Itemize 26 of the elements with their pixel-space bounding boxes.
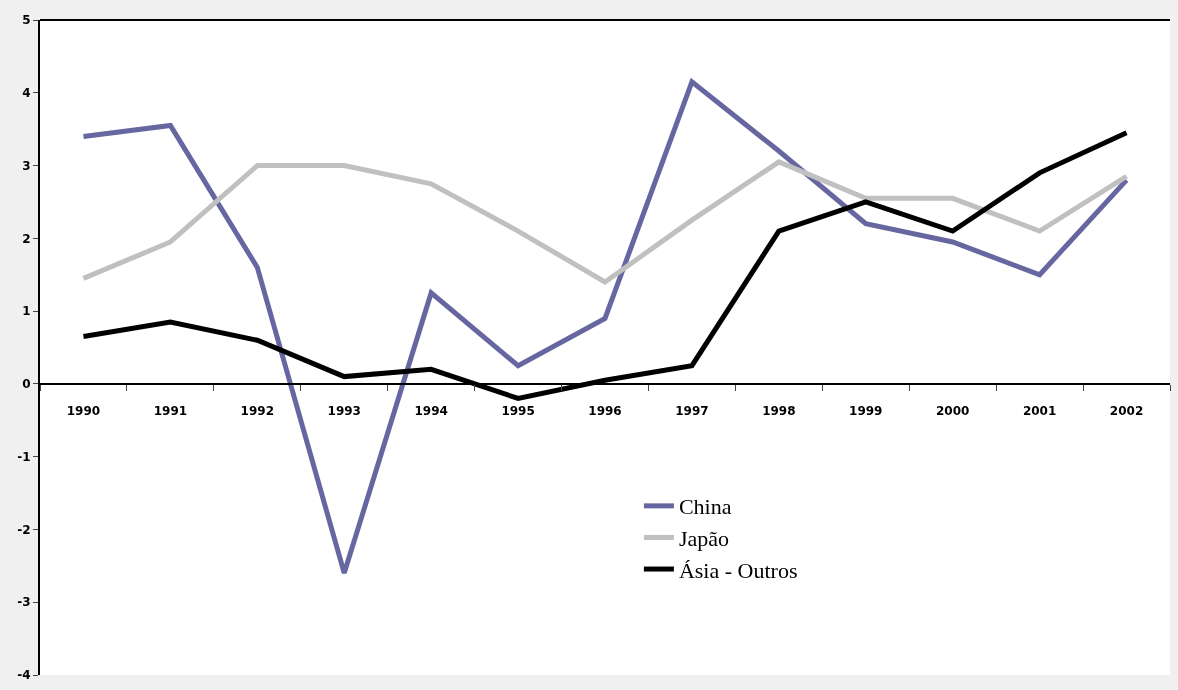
x-tick-label: 1993 bbox=[327, 404, 361, 419]
x-tick-label: 1996 bbox=[588, 404, 622, 419]
x-tick-label: 1992 bbox=[240, 404, 275, 419]
y-tick-label: -3 bbox=[17, 595, 31, 610]
legend-label: China bbox=[678, 494, 732, 520]
y-tick-label: -4 bbox=[17, 668, 31, 683]
x-tick-label: 1991 bbox=[153, 404, 188, 419]
y-tick-label: 3 bbox=[22, 158, 31, 173]
y-tick-label: -2 bbox=[17, 522, 31, 537]
y-tick-label: 0 bbox=[22, 377, 31, 392]
x-tick-label: 1995 bbox=[501, 404, 535, 419]
x-tick-label: 2001 bbox=[1022, 404, 1057, 419]
y-tick-label: -1 bbox=[17, 449, 31, 464]
x-tick-label: 1999 bbox=[849, 404, 883, 419]
x-tick-label: 2002 bbox=[1109, 404, 1144, 419]
y-tick-label: 4 bbox=[22, 85, 31, 100]
legend-label: Japão bbox=[678, 526, 729, 552]
x-tick-label: 1997 bbox=[675, 404, 709, 419]
y-tick-label: 5 bbox=[22, 13, 31, 28]
legend-label: Ásia - Outros bbox=[678, 557, 798, 583]
x-tick-label: 1990 bbox=[66, 404, 101, 419]
y-tick-label: 2 bbox=[22, 231, 31, 246]
x-tick-label: 2000 bbox=[935, 404, 970, 419]
x-tick-label: 1994 bbox=[414, 404, 448, 419]
x-tick-label: 1998 bbox=[762, 404, 796, 419]
y-tick-label: 1 bbox=[22, 304, 31, 319]
